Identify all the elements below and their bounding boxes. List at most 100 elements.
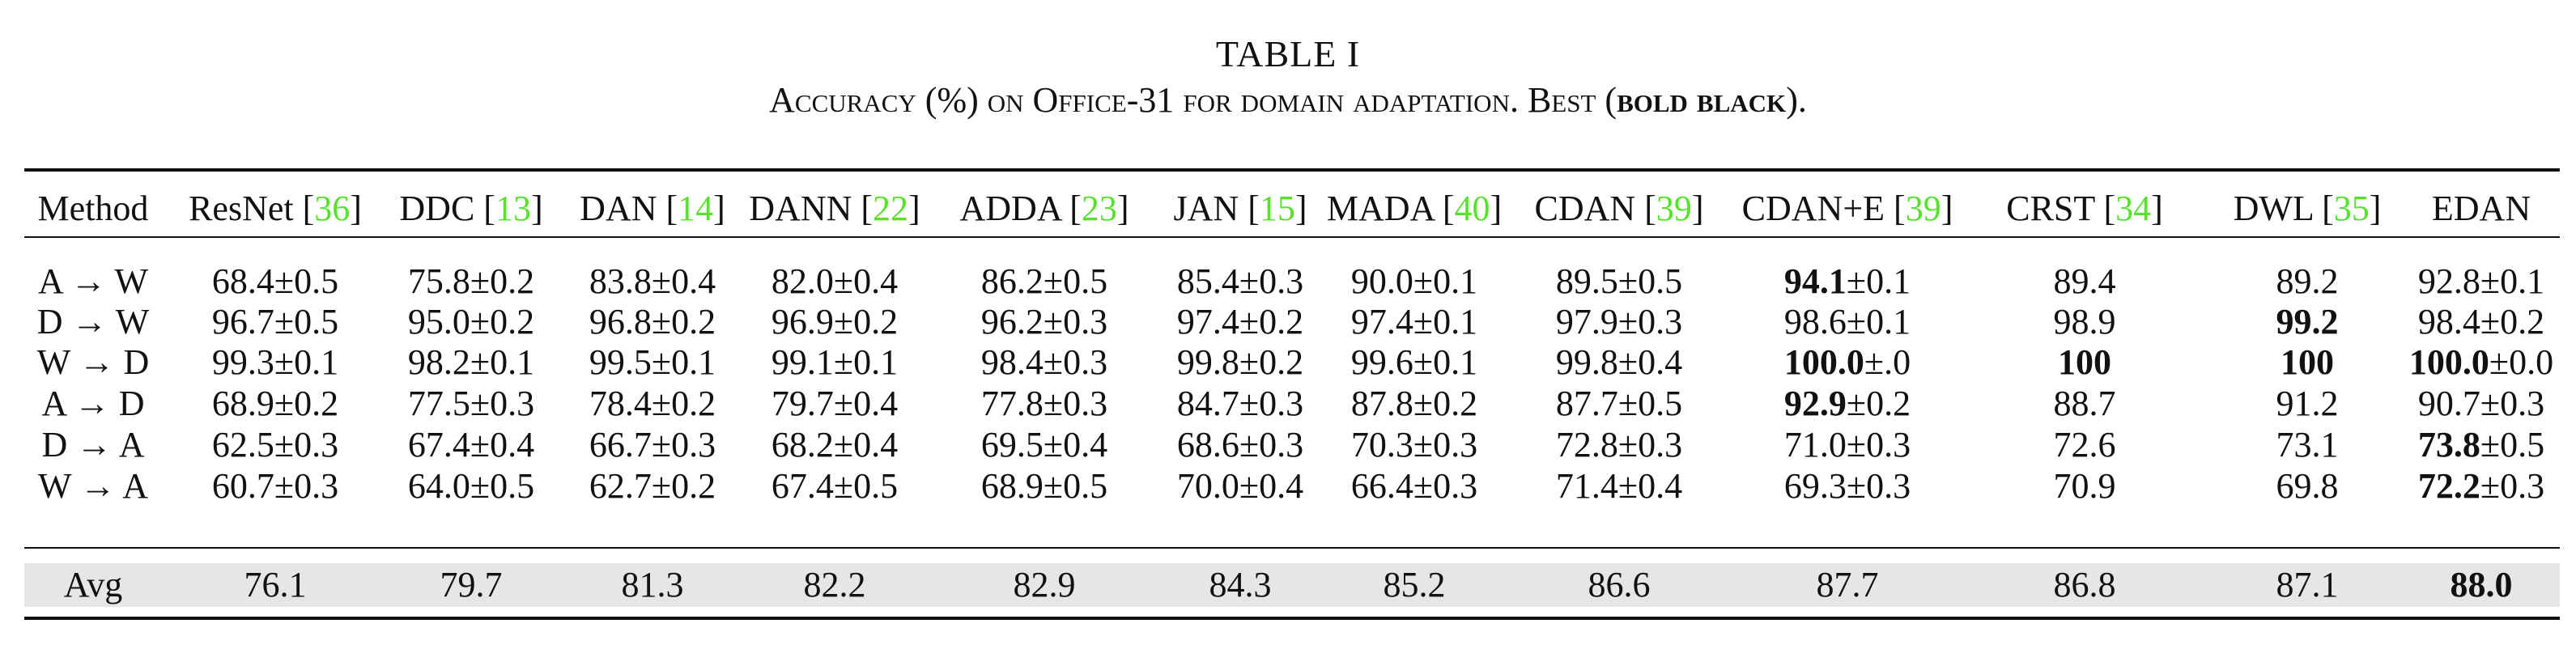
- column-header: CDAN+E [39]: [1741, 189, 1953, 228]
- cell-value: 99.8: [1176, 342, 1239, 382]
- cell-std: ±0.5: [470, 466, 535, 506]
- table-cell: 73.8±0.5: [2418, 424, 2544, 466]
- cell-value: 72.8: [1555, 425, 1618, 464]
- cell-std: ±0.2: [470, 302, 535, 341]
- cell-value: 79.7: [771, 384, 834, 423]
- column-header-name: DAN: [580, 189, 657, 228]
- column-header-name: CRST: [2006, 189, 2095, 228]
- cell-std: ±0.4: [833, 425, 899, 464]
- table-caption: Accuracy (%) on Office-31 for domain ada…: [0, 79, 2576, 121]
- cell-value: 66.7: [589, 425, 652, 464]
- cell-std: ±0.3: [274, 425, 339, 464]
- column-header: CRST [34]: [2006, 189, 2163, 228]
- column-header: Method: [38, 188, 149, 230]
- cell-value: 70.9: [2053, 466, 2116, 506]
- column-header-name: CDAN: [1534, 189, 1636, 228]
- cell-std: ±0.1: [1413, 261, 1478, 301]
- citation-link: 40: [1454, 189, 1490, 228]
- table-cell: 62.5±0.3: [212, 424, 338, 466]
- cell-value: 99.3: [211, 342, 274, 382]
- cell-std: ±0.1: [833, 342, 899, 382]
- avg-value: 85.2: [1383, 565, 1446, 604]
- cell-std: ±0.1: [470, 342, 535, 382]
- avg-value: 81.3: [621, 565, 684, 604]
- citation-link: 39: [1656, 189, 1692, 228]
- table-cell: 64.0±0.5: [408, 465, 534, 507]
- cell-std: ±0.4: [833, 261, 899, 301]
- body-rule: [24, 547, 2560, 549]
- cell-value: 95.0: [407, 302, 470, 341]
- cell-value: 62.5: [211, 425, 274, 464]
- cell-std: ±0.3: [1043, 384, 1108, 423]
- column-header-name: DWL: [2233, 189, 2314, 228]
- task-name: A → W: [37, 261, 149, 301]
- cell-std: ±0.1: [1413, 302, 1478, 341]
- avg-label: Avg: [64, 564, 123, 606]
- cell-std: ±0.3: [1239, 425, 1304, 464]
- cell-value: 77.8: [980, 384, 1044, 423]
- table-cell: 72.8±0.3: [1556, 424, 1682, 466]
- cell-value: 90.7: [2417, 384, 2480, 423]
- table-cell: 99.5±0.1: [589, 341, 716, 384]
- cell-value: 96.8: [589, 302, 652, 341]
- table-cell: 100: [2281, 341, 2334, 384]
- avg-value: 87.1: [2276, 565, 2339, 604]
- table-cell: 97.9±0.3: [1556, 301, 1682, 343]
- cell-value: 97.4: [1350, 302, 1413, 341]
- cell-value: 91.2: [2276, 384, 2339, 423]
- table-cell: 66.4±0.3: [1351, 465, 1477, 507]
- cell-value: 89.5: [1555, 261, 1618, 301]
- cell-value: 68.9: [980, 466, 1044, 506]
- column-header-name: ADDA: [959, 189, 1061, 228]
- citation-link: 23: [1081, 189, 1117, 228]
- cell-value: 70.0: [1176, 466, 1239, 506]
- table-cell: 75.8±0.2: [408, 261, 534, 303]
- cell-std: ±0.3: [470, 384, 535, 423]
- table-cell: 87.8±0.2: [1351, 383, 1477, 425]
- cell-std: ±0.5: [1043, 466, 1108, 506]
- cell-value: 99.1: [771, 342, 834, 382]
- cell-std: ±0.2: [1846, 384, 1911, 423]
- cell-value: 60.7: [211, 466, 274, 506]
- cell-value: 98.4: [2417, 302, 2480, 341]
- table-cell: 96.7±0.5: [212, 301, 338, 343]
- citation-link: 15: [1259, 189, 1295, 228]
- cell-value: 96.7: [211, 302, 274, 341]
- cell-value: 96.2: [980, 302, 1044, 341]
- table-cell: 94.1±0.1: [1784, 261, 1911, 303]
- table-cell: 79.7±0.4: [772, 383, 898, 425]
- avg-cell: 86.6: [1588, 564, 1651, 606]
- cell-value: 100: [2281, 342, 2334, 382]
- cell-value: 92.8: [2417, 261, 2480, 301]
- avg-cell: 88.0: [2451, 564, 2513, 606]
- column-header: JAN [15]: [1173, 189, 1307, 228]
- cell-value: 69.8: [2276, 466, 2339, 506]
- column-header-name: DDC: [399, 189, 475, 228]
- cell-std: ±0.2: [651, 302, 716, 341]
- avg-row-band: [24, 563, 2560, 607]
- cell-value: 99.8: [1555, 342, 1618, 382]
- cell-std: ±0.1: [1413, 342, 1478, 382]
- cell-value: 69.3: [1783, 466, 1847, 506]
- cell-std: ±0.5: [2480, 425, 2545, 464]
- row-task-label: D → A: [41, 424, 144, 466]
- cell-value: 66.4: [1350, 466, 1413, 506]
- cell-std: ±0.5: [1617, 261, 1683, 301]
- cell-value: 87.7: [1555, 384, 1618, 423]
- cell-std: ±0.3: [274, 466, 339, 506]
- avg-label-text: Avg: [63, 565, 123, 604]
- cell-std: ±0.3: [2480, 466, 2545, 506]
- table-cell: 83.8±0.4: [589, 261, 716, 303]
- cell-std: ±0.4: [1617, 466, 1683, 506]
- table-cell: 99.3±0.1: [212, 341, 338, 384]
- cell-std: ±0.1: [274, 342, 339, 382]
- cell-std: ±0.5: [274, 302, 339, 341]
- cell-value: 62.7: [589, 466, 652, 506]
- cell-std: ±0.4: [1617, 342, 1683, 382]
- table-cell: 62.7±0.2: [589, 465, 716, 507]
- table-cell: 99.2: [2276, 301, 2339, 343]
- table-cell: 69.8: [2276, 465, 2339, 507]
- cell-value: 71.4: [1555, 466, 1618, 506]
- table-cell: 90.7±0.3: [2418, 383, 2544, 425]
- cell-value: 78.4: [589, 384, 652, 423]
